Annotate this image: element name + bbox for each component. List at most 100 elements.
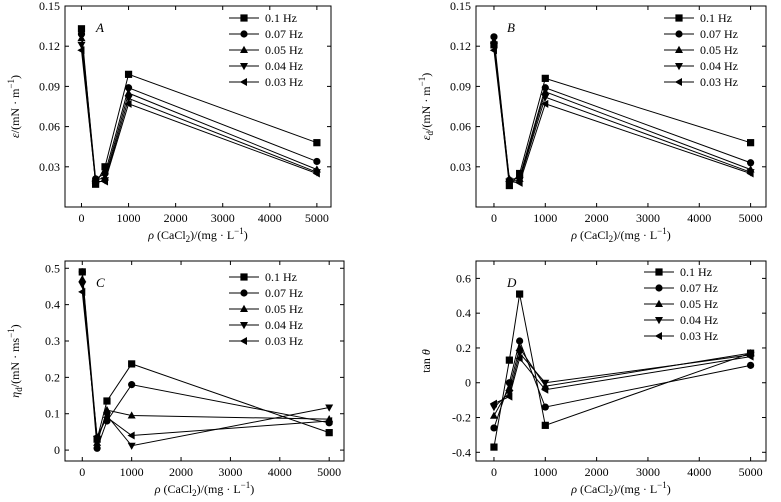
series-0-07-hz bbox=[490, 337, 755, 432]
x-tick-label: 4000 bbox=[268, 465, 292, 479]
x-axis-label-unit: )/(mg · L bbox=[613, 228, 657, 242]
series-0-03-hz bbox=[78, 287, 333, 441]
y-axis-label: ηd/(mN · ms−1) bbox=[6, 324, 24, 397]
data-point bbox=[78, 287, 86, 296]
series-0-03-hz bbox=[489, 46, 754, 187]
data-point bbox=[91, 177, 99, 186]
x-tick-label: 1000 bbox=[117, 211, 141, 225]
legend-marker bbox=[675, 45, 683, 53]
data-point bbox=[100, 177, 109, 186]
legend-label: 0.1 Hz bbox=[265, 270, 297, 284]
x-axis-label-subscript: 2 bbox=[609, 234, 614, 244]
legend: 0.1 Hz 0.07 Hz 0.05 Hz 0.04 Hz 0.03 Hz bbox=[229, 11, 303, 89]
legend-label: 0.07 Hz bbox=[700, 27, 738, 41]
x-axis-label-unit: )/(mg · L bbox=[197, 482, 241, 496]
legend-marker bbox=[655, 299, 663, 307]
data-point bbox=[541, 379, 550, 387]
panel-letter: B bbox=[507, 20, 515, 35]
data-point bbox=[541, 385, 549, 394]
y-tick-label: 0.6 bbox=[456, 271, 471, 285]
legend-marker bbox=[240, 289, 248, 297]
data-point bbox=[489, 411, 498, 419]
data-point bbox=[541, 87, 550, 95]
legend-label: 0.07 Hz bbox=[265, 286, 303, 300]
data-point bbox=[78, 274, 87, 283]
panel-letter: D bbox=[506, 275, 517, 290]
data-point bbox=[103, 397, 111, 405]
legend: 0.1 Hz 0.07 Hz 0.05 Hz 0.04 Hz 0.03 Hz bbox=[644, 265, 718, 343]
x-tick-label: 1000 bbox=[533, 465, 557, 479]
data-point bbox=[515, 350, 524, 358]
y-axis-label-exponent: −1 bbox=[6, 328, 16, 338]
data-point bbox=[102, 413, 110, 422]
legend-marker bbox=[675, 14, 683, 22]
plot-frame bbox=[64, 5, 332, 208]
x-tick-label: 1000 bbox=[533, 211, 557, 225]
legend-marker bbox=[240, 45, 248, 53]
panel-c: 0 1000 2000 3000 4000 5000 0 0.1 0.2 0.3 0.4 0.5 Cρ … bbox=[6, 260, 345, 498]
y-tick-label: 0.5 bbox=[45, 261, 60, 275]
x-axis-label-close: ) bbox=[244, 228, 248, 242]
data-point bbox=[747, 139, 755, 147]
x-axis-label-symbol: ρ bbox=[570, 228, 577, 242]
data-point bbox=[516, 169, 524, 178]
data-point bbox=[77, 46, 85, 55]
panel-letter: A bbox=[95, 20, 104, 35]
series-0-03-hz bbox=[77, 46, 320, 186]
y-tick-label: 0.3 bbox=[45, 334, 60, 348]
data-point bbox=[313, 157, 321, 166]
data-point bbox=[124, 88, 133, 97]
x-axis-label-text: (CaCl bbox=[577, 482, 609, 496]
data-point bbox=[128, 381, 136, 389]
y-tick-label: 0.03 bbox=[39, 160, 60, 174]
data-point bbox=[93, 444, 101, 452]
legend-marker bbox=[239, 337, 247, 345]
x-axis-label-unit: )/(mg · L bbox=[613, 482, 657, 496]
data-point bbox=[128, 360, 136, 368]
legend-label: 0.04 Hz bbox=[265, 59, 303, 73]
data-point bbox=[124, 70, 133, 78]
x-axis-label: ρ (CaCl2)/(mg · L−1) bbox=[154, 480, 255, 498]
series-0-05-hz bbox=[78, 274, 334, 446]
x-axis-label-exponent: −1 bbox=[657, 480, 667, 490]
x-tick-label: 1000 bbox=[120, 465, 144, 479]
x-tick-label: 5000 bbox=[739, 211, 763, 225]
legend-label: 0.05 Hz bbox=[265, 302, 303, 316]
x-axis-label-close: ) bbox=[667, 482, 671, 496]
x-axis-label-text: (CaCl bbox=[161, 482, 193, 496]
series-0-04-hz bbox=[489, 350, 755, 412]
data-point bbox=[541, 99, 549, 108]
y-tick-label: 0.12 bbox=[39, 39, 60, 53]
y-axis-label-text: tan bbox=[419, 355, 433, 373]
x-tick-label: 3000 bbox=[636, 211, 660, 225]
series-0-03-hz bbox=[489, 352, 754, 408]
y-tick-label: 0.4 bbox=[456, 306, 471, 320]
y-tick-label: 0.12 bbox=[450, 39, 471, 53]
legend-marker bbox=[239, 78, 247, 86]
x-axis-label-symbol: ρ bbox=[570, 482, 577, 496]
legend: 0.1 Hz 0.07 Hz 0.05 Hz 0.04 Hz 0.03 Hz bbox=[664, 11, 738, 89]
data-point bbox=[127, 431, 135, 440]
data-point bbox=[746, 352, 754, 361]
legend-label: 0.04 Hz bbox=[265, 318, 303, 332]
data-point bbox=[516, 290, 524, 298]
legend-label: 0.07 Hz bbox=[680, 281, 718, 295]
x-axis-label: ρ (CaCl2)/(mg · L−1) bbox=[147, 226, 248, 244]
x-tick-label: 4000 bbox=[687, 465, 711, 479]
legend-marker bbox=[655, 268, 663, 276]
y-tick-label: 0 bbox=[465, 376, 471, 390]
data-point bbox=[78, 268, 86, 276]
data-point bbox=[77, 25, 86, 33]
x-axis-label: ρ (CaCl2)/(mg · L−1) bbox=[570, 226, 671, 244]
y-tick-label: 0.09 bbox=[450, 79, 471, 93]
data-point bbox=[313, 139, 321, 147]
legend-label: 0.03 Hz bbox=[680, 329, 718, 343]
data-point bbox=[77, 33, 86, 42]
x-axis-label-subscript: 2 bbox=[609, 488, 614, 498]
y-tick-label: 0 bbox=[54, 443, 60, 457]
series-line bbox=[493, 339, 751, 429]
x-axis-label-subscript: 2 bbox=[192, 488, 197, 498]
data-point bbox=[747, 361, 755, 369]
y-axis-label-exponent: −1 bbox=[417, 77, 427, 87]
x-axis-label: ρ (CaCl2)/(mg · L−1) bbox=[570, 480, 671, 498]
